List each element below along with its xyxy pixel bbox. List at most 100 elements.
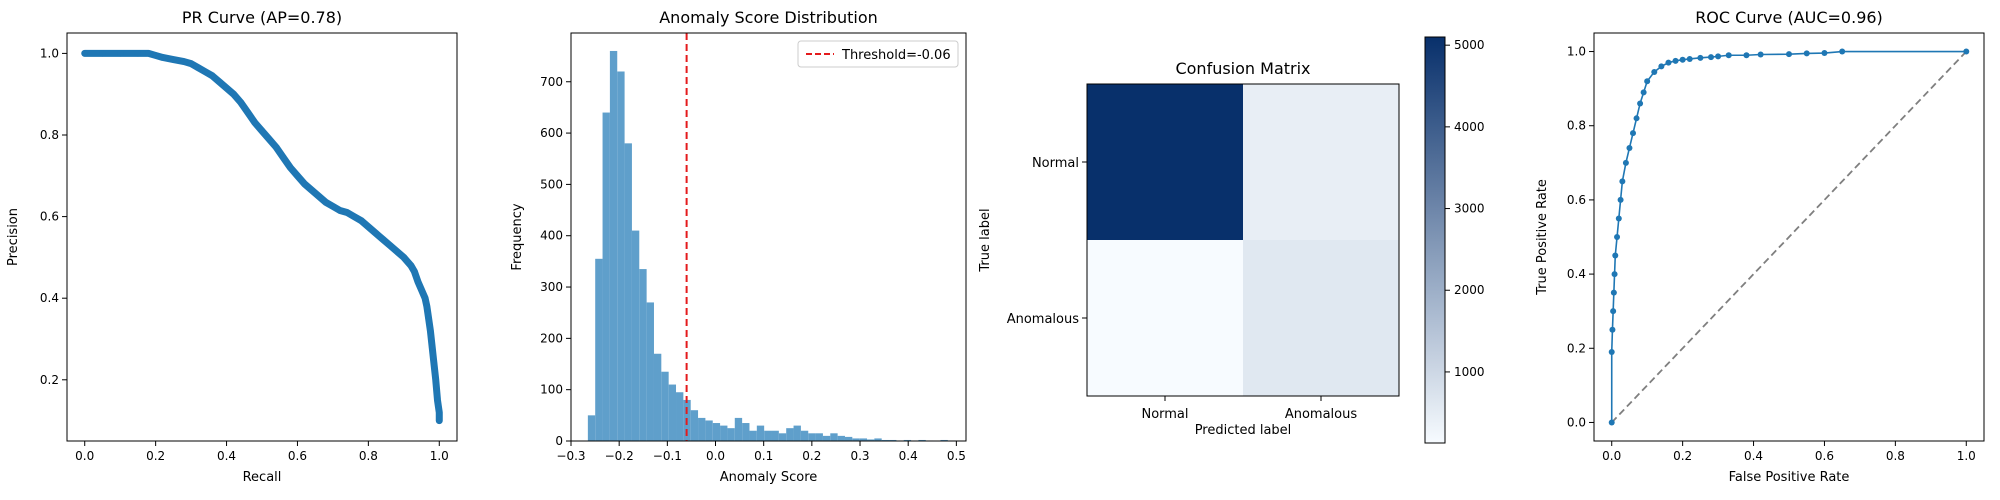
chart-1: PR Curve (AP=0.78) Recall Precision 0.0 0.2 0… [6, 8, 458, 485]
chart-title: PR Curve (AP=0.78) [182, 8, 342, 27]
pr-point [209, 72, 216, 80]
pr-point [350, 213, 358, 220]
histogram-bar [676, 392, 684, 441]
x-tick-label: 0.4 [217, 449, 236, 463]
y-tick-label: 0.6 [40, 210, 59, 224]
y-tick-label: 700 [540, 75, 563, 89]
x-axis-label: Recall [243, 470, 282, 485]
chart-title: Confusion Matrix [1175, 59, 1310, 78]
x-tick-label: 1.0 [1957, 449, 1976, 463]
histogram-bar [771, 430, 779, 441]
roc-point [1697, 54, 1704, 61]
pr-point [315, 193, 322, 200]
roc-point [1715, 53, 1722, 60]
y-tick-label: 0.4 [40, 291, 59, 305]
pr-curve-line [81, 49, 443, 425]
roc-point [1609, 326, 1616, 333]
pr-point [421, 295, 429, 302]
pr-point [430, 360, 438, 367]
plot-frame [570, 32, 967, 442]
histogram-bar [918, 439, 926, 441]
colorbar-tick-label: 5000 [1454, 38, 1485, 52]
y-axis-label: Frequency [510, 203, 525, 270]
pr-point [414, 278, 422, 286]
plot-frame [1593, 32, 1985, 442]
pr-point [436, 409, 443, 416]
chart-title: Anomaly Score Distribution [659, 8, 878, 27]
x-tick-label: 0.0 [1602, 449, 1621, 463]
x-axis-label: False Positive Rate [1729, 470, 1850, 485]
histogram-bar [690, 410, 699, 441]
colorbar-tick-label: 2000 [1454, 283, 1485, 297]
pr-point [180, 58, 188, 65]
roc-point [1615, 215, 1622, 222]
roc-point [1614, 234, 1621, 240]
histogram-bar [764, 430, 772, 441]
y-tick-label: 0.2 [1567, 341, 1586, 355]
histogram-bar [646, 302, 654, 441]
chart-3: Confusion Matrix Normal Anomalous Normal Ano… [978, 36, 1485, 444]
histogram-bar [661, 371, 669, 441]
x-tick-label: 0.5 [947, 449, 966, 463]
y-tick-label: 0.2 [40, 373, 59, 387]
y-tick-label: 400 [540, 229, 563, 243]
y-tick-label: 0.0 [1567, 415, 1586, 429]
x-tick-label: 0.2 [1673, 449, 1692, 463]
histogram-bar [756, 425, 765, 441]
pr-point [194, 64, 202, 71]
x-tick-label: 0.8 [1886, 449, 1905, 463]
histogram-bar [874, 438, 882, 441]
x-tick-label: −0.3 [556, 449, 585, 463]
histogram-bar [609, 50, 618, 441]
pr-point [427, 327, 434, 335]
y-tick-label: 600 [540, 126, 563, 140]
histogram-bar [705, 420, 713, 441]
pr-point [258, 127, 266, 135]
x-axis-label: Predicted label [1195, 423, 1292, 438]
roc-point [1633, 115, 1640, 122]
histogram-bar [778, 433, 787, 441]
roc-point [1725, 52, 1732, 59]
pr-point [423, 303, 431, 310]
chart-4: ROC Curve (AUC=0.96) False Positive Rate T… [1535, 8, 1985, 485]
pr-point [393, 248, 400, 255]
histogram-bar [786, 428, 794, 441]
histogram-bar [844, 436, 853, 441]
roc-point [1630, 130, 1636, 137]
pr-point [223, 84, 230, 92]
histogram-bar [749, 430, 757, 441]
x-tick-label: 0.2 [146, 449, 165, 463]
y-axis-label: True Positive Rate [1535, 179, 1550, 296]
pr-point [301, 180, 308, 188]
roc-point [1803, 50, 1810, 57]
x-tick-label: −0.1 [653, 449, 682, 463]
pr-point [379, 235, 386, 243]
histogram-bar [595, 258, 603, 441]
colorbar [1424, 36, 1446, 444]
roc-point [1640, 89, 1647, 96]
pr-point [265, 135, 273, 143]
histogram-bar [881, 439, 890, 441]
y-axis-label: Precision [6, 208, 21, 266]
roc-point [1611, 271, 1618, 278]
histogram-bar [800, 430, 809, 441]
histogram-bar [808, 433, 816, 441]
roc-point [1743, 52, 1750, 59]
pr-point [434, 397, 441, 404]
pr-point [436, 417, 443, 424]
pr-point [187, 60, 195, 67]
plot-frame [1086, 83, 1400, 397]
x-tick-label: 0.2 [802, 449, 821, 463]
histogram-bar [720, 425, 728, 441]
x-tick-label: 0.4 [1744, 449, 1763, 463]
histogram-bar [734, 417, 743, 441]
x-tick-label: 1.0 [430, 449, 449, 463]
y-tick-label: 0 [555, 434, 563, 448]
histogram-bar [602, 112, 610, 441]
legend-box [797, 40, 959, 68]
histogram-bar [712, 423, 721, 441]
histogram-bar [852, 438, 860, 441]
pr-point [308, 186, 315, 194]
x-tick-label: Normal [1141, 407, 1188, 422]
roc-point [1821, 50, 1828, 57]
